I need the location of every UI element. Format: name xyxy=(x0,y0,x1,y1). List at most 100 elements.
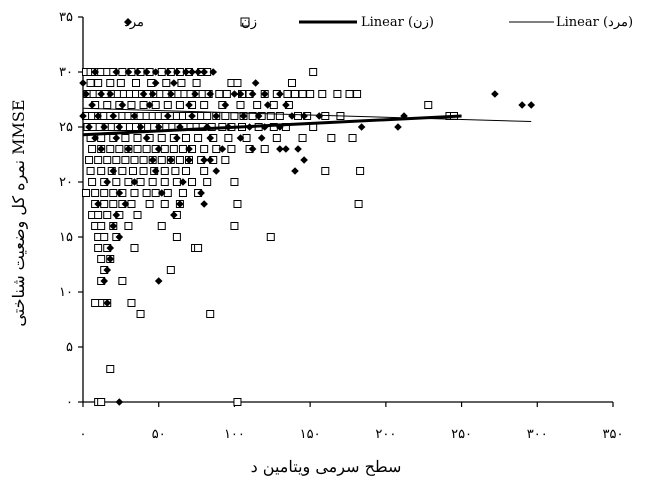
female-point xyxy=(345,90,354,98)
female-point xyxy=(115,145,124,153)
female-point xyxy=(133,134,142,142)
male-point xyxy=(300,156,308,164)
female-point xyxy=(224,134,233,142)
female-point xyxy=(200,145,209,153)
female-point xyxy=(321,167,330,175)
male-point xyxy=(124,145,133,153)
female-point xyxy=(203,112,212,120)
male-point xyxy=(94,112,102,120)
male-point xyxy=(257,134,266,142)
female-point xyxy=(275,112,284,120)
male-point xyxy=(103,299,112,307)
male-point xyxy=(206,90,214,98)
female-point xyxy=(298,90,307,98)
female-point xyxy=(327,134,336,142)
female-point xyxy=(169,145,178,153)
female-point xyxy=(287,79,296,87)
male-point xyxy=(85,123,93,131)
female-point xyxy=(175,101,184,109)
female-point xyxy=(318,90,327,98)
male-point xyxy=(282,145,290,153)
male-point xyxy=(200,200,208,208)
male-point xyxy=(94,200,102,208)
female-point xyxy=(171,167,180,175)
female-point xyxy=(222,90,231,98)
female-point xyxy=(106,365,115,373)
male-point xyxy=(151,68,160,76)
male-point xyxy=(188,68,196,76)
female-point xyxy=(353,90,362,98)
female-point xyxy=(356,167,365,175)
trendline-female xyxy=(82,114,462,137)
female-point xyxy=(306,90,315,98)
legend-male-marker xyxy=(124,18,132,26)
x-tick-label: ۱۰۰ xyxy=(224,427,245,442)
male-point xyxy=(248,145,257,153)
male-point xyxy=(133,68,142,76)
female-point xyxy=(309,68,318,76)
female-point xyxy=(260,145,269,153)
male-point xyxy=(151,167,160,175)
female-point xyxy=(157,222,166,230)
male-point xyxy=(106,90,115,98)
male-point xyxy=(200,156,208,164)
legend-female-label: زن xyxy=(241,15,257,30)
male-point xyxy=(276,90,284,98)
male-point xyxy=(112,134,121,142)
male-point xyxy=(115,398,124,406)
male-point xyxy=(148,90,157,98)
female-point xyxy=(106,145,115,153)
female-point xyxy=(88,145,97,153)
male-point xyxy=(109,167,118,175)
male-point xyxy=(115,123,124,131)
male-point xyxy=(154,145,163,153)
x-tick-label: ۲۵۰ xyxy=(451,427,472,442)
male-point xyxy=(91,68,99,76)
legend-linear-female-label: Linear (زن) xyxy=(361,15,434,30)
female-point xyxy=(424,101,433,109)
y-tick-label: ۳۰ xyxy=(59,65,73,80)
male-point xyxy=(148,156,157,164)
male-point xyxy=(315,112,324,120)
female-point xyxy=(333,90,342,98)
male-point xyxy=(115,189,124,197)
female-point xyxy=(348,134,357,142)
male-point xyxy=(179,178,187,186)
female-point xyxy=(160,200,169,208)
female-point xyxy=(91,189,100,197)
female-point xyxy=(82,189,91,197)
trendlines xyxy=(82,107,532,137)
male-point xyxy=(136,123,145,131)
trendline-male xyxy=(82,107,532,122)
male-point xyxy=(251,79,260,87)
male-point xyxy=(100,277,108,285)
male-point xyxy=(209,68,218,76)
female-point xyxy=(236,101,245,109)
female-point xyxy=(91,299,100,307)
female-point xyxy=(97,222,106,230)
male-point xyxy=(139,90,148,98)
female-point xyxy=(162,79,171,87)
y-axis-title: MMSE نمره کل وضعیت شناختی xyxy=(9,99,28,326)
female-point xyxy=(85,156,94,164)
female-point xyxy=(97,255,106,263)
x-tick-label: ۳۰۰ xyxy=(527,427,548,442)
female-point xyxy=(94,79,103,87)
female-point xyxy=(100,189,109,197)
female-point xyxy=(221,112,230,120)
male-point xyxy=(221,101,230,109)
female-point xyxy=(272,134,281,142)
female-point xyxy=(148,178,157,186)
male-point xyxy=(130,112,139,120)
male-point xyxy=(164,68,172,76)
female-point xyxy=(94,156,103,164)
male-point xyxy=(88,101,96,109)
female-point xyxy=(130,156,139,164)
male-point xyxy=(212,112,221,120)
female-point xyxy=(103,211,112,219)
female-point xyxy=(177,79,186,87)
female-point xyxy=(233,79,242,87)
y-tick-label: ۱۰ xyxy=(59,285,73,300)
x-tick-label: ۵۰ xyxy=(152,427,166,442)
x-tick-label: ۱۵۰ xyxy=(300,427,321,442)
